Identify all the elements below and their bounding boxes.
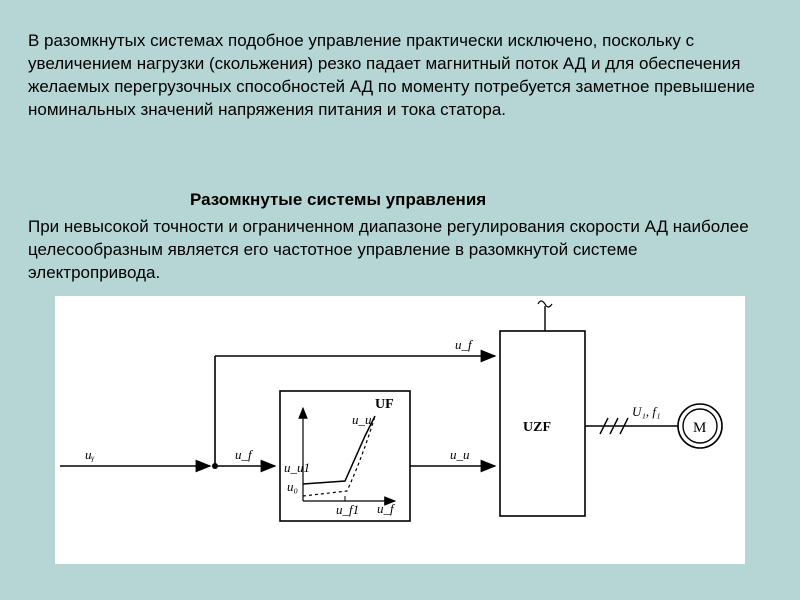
label-U1: U₁, f₁ [632,404,661,419]
label-uu: u_u [450,447,470,462]
label-UZF: UZF [523,420,551,435]
label-uf-top: u_f [455,337,474,352]
label-M: M [693,420,706,436]
paragraph-1: В разомкнутых системах подобное управлен… [28,30,768,122]
label-in-u0: u₀ [287,479,298,494]
section-heading: Разомкнутые системы управления [190,190,486,210]
label-uf-in: u_f [235,447,254,462]
label-in-uu1: u_u1 [284,460,310,475]
label-in-uf1: u_f1 [336,502,359,517]
block-diagram: uᵧ u_f u_f UF u_u u_u1 u₀ u_f1 u_f u_u [55,296,745,564]
label-in-uu: u_u [352,412,372,427]
label-in-uf: u_f [377,501,396,516]
paragraph-2: При невысокой точности и ограниченном ди… [28,216,768,285]
label-uy: uᵧ [85,447,95,462]
diagram-svg: uᵧ u_f u_f UF u_u u_u1 u₀ u_f1 u_f u_u [55,296,745,564]
label-UF: UF [375,397,394,412]
